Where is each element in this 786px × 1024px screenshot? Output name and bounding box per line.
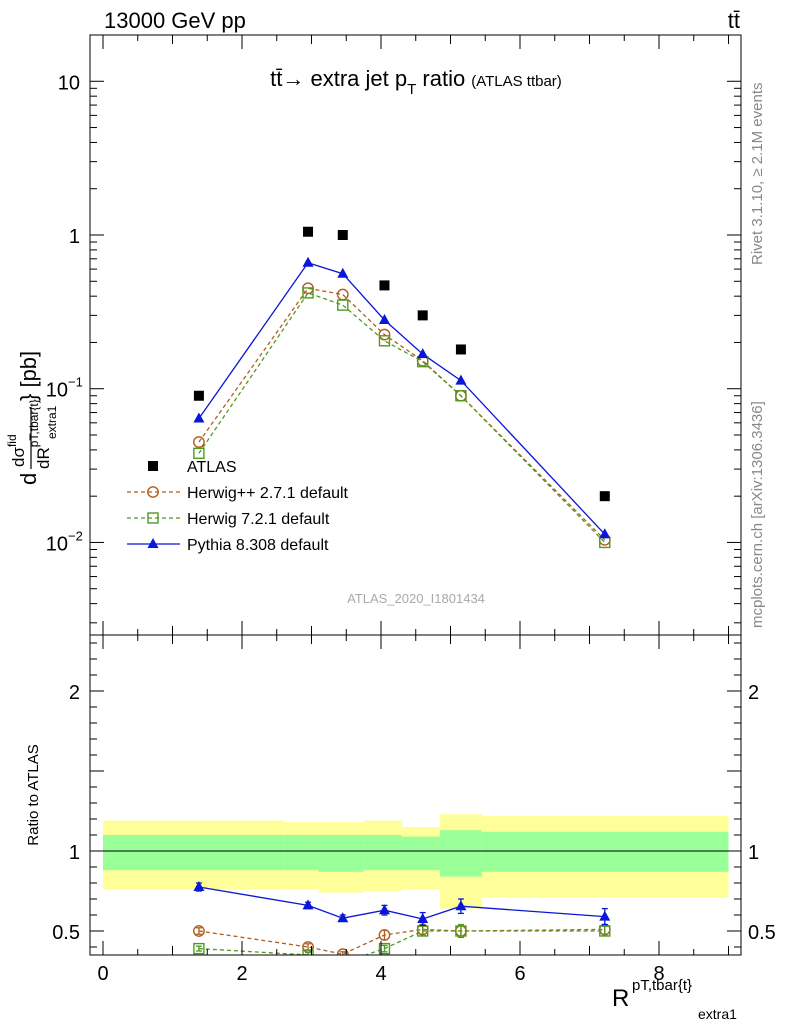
data-point-pythia-8-308-default xyxy=(378,313,390,324)
legend: ATLAS Herwig++ 2.7.1 default Herwig 7.2.1 … xyxy=(127,459,349,554)
analysis-label: ATLAS_2020_I1801434 xyxy=(347,591,485,606)
data-point-atlas xyxy=(417,310,428,321)
ratio-point-pythia-8-308-default xyxy=(378,904,390,915)
svg-text:R: R xyxy=(612,985,629,1012)
series-line-herwig-7-2-1-default xyxy=(198,292,606,543)
data-point-herwig-7-2-1-default xyxy=(302,287,314,299)
header-process-label: tt̄ xyxy=(728,8,740,33)
legend-marker-atlas xyxy=(148,461,158,471)
data-point-pythia-8-308-default xyxy=(302,256,314,267)
plot-title: tt̄→ extra jet pT ratio (ATLAS ttbar) xyxy=(270,66,562,98)
data-point-herwig-7-2-1-default xyxy=(455,390,467,402)
uncertainty-band-stat xyxy=(103,835,284,871)
data-point-atlas xyxy=(455,344,466,355)
uncertainty-band-stat xyxy=(440,830,482,877)
mcplots-label: mcplots.cern.ch [arXiv:1306.3436] xyxy=(749,401,766,628)
uncertainty-band-stat xyxy=(363,835,402,871)
ratio-point-pythia-8-308-default xyxy=(302,899,314,910)
ratio-point-herwig-7-2-1-default xyxy=(338,958,348,968)
ratio-point-herwig-2-7-1-default xyxy=(378,929,391,941)
ratio-plot-frame xyxy=(89,634,742,956)
svg-text:pT,tbar{t}: pT,tbar{t} xyxy=(632,977,692,994)
legend-label-herwig-7-2-1-default: Herwig 7.2.1 default xyxy=(187,511,330,528)
header-energy-label: 13000 GeV pp xyxy=(104,8,246,33)
data-point-atlas xyxy=(337,230,348,240)
ratio-y-tick-label-right: 1 xyxy=(748,842,759,864)
legend-marker-pythia-8-308-default xyxy=(147,538,159,548)
legend-label-pythia-8-308-default: Pythia 8.308 default xyxy=(187,537,329,554)
ratio-plot-panel: 0.5 0.5 1 1 2 2 0 2 4 6 8 Ratio to ATLAS R pT,tba… xyxy=(25,634,776,1022)
data-point-atlas xyxy=(379,280,390,291)
legend-marker-herwig-2-7-1-default xyxy=(147,486,159,498)
data-point-atlas xyxy=(193,390,204,401)
ratio-y-tick-label: 2 xyxy=(69,682,80,704)
ratio-point-pythia-8-308-default xyxy=(417,913,429,923)
ratio-y-tick-label-right: 0.5 xyxy=(748,922,776,944)
ratio-point-pythia-8-308-default xyxy=(599,910,611,921)
ratio-point-herwig-2-7-1-default xyxy=(193,925,205,937)
data-point-atlas xyxy=(303,226,314,237)
x-tick-label: 2 xyxy=(236,963,247,985)
main-y-axis-label: d dσfid dRpT,tbar{t} extra1 } [pb] xyxy=(5,351,59,485)
legend-label-atlas: ATLAS xyxy=(187,459,237,476)
y-tick-label: 1 xyxy=(69,226,80,248)
data-point-herwig-7-2-1-default xyxy=(337,299,349,311)
svg-text:extra1: extra1 xyxy=(45,405,59,439)
ratio-point-herwig-7-2-1-default xyxy=(599,925,611,937)
svg-text:dσfid: dσfid xyxy=(5,434,28,467)
y-tick-label-exponent: −2 xyxy=(68,528,83,543)
uncertainty-band-stat xyxy=(283,835,319,871)
data-point-herwig-2-7-1-default xyxy=(378,328,391,341)
data-point-pythia-8-308-default xyxy=(193,412,205,423)
ratio-y-axis-label: Ratio to ATLAS xyxy=(25,744,42,845)
svg-text:extra1: extra1 xyxy=(698,1006,737,1022)
y-tick-label-exponent: −1 xyxy=(68,375,83,390)
ratio-line-herwig-7-2-1-default xyxy=(198,930,605,955)
data-point-herwig-7-2-1-default xyxy=(193,447,205,460)
legend-marker-herwig-7-2-1-default xyxy=(147,512,159,524)
ratio-point-pythia-8-308-default xyxy=(455,900,467,911)
svg-text:dRpT,tbar{t}: dRpT,tbar{t} xyxy=(27,399,53,469)
data-point-pythia-8-308-default xyxy=(337,267,349,278)
legend-label-herwig-2-7-1-default: Herwig++ 2.7.1 default xyxy=(187,485,349,502)
ratio-y-tick-label: 0.5 xyxy=(52,922,80,944)
x-tick-label: 8 xyxy=(653,963,664,985)
svg-text:} [pb]: } [pb] xyxy=(16,351,41,401)
ratio-line-herwig-2-7-1-default xyxy=(198,928,605,955)
y-tick-label: 10 xyxy=(58,72,80,94)
data-point-herwig-7-2-1-default xyxy=(378,335,391,347)
y-tick-label: 10 xyxy=(46,380,68,402)
data-point-pythia-8-308-default xyxy=(599,528,611,539)
uncertainty-band-stat xyxy=(481,831,729,872)
uncertainty-band-stat xyxy=(318,835,364,872)
ratio-point-pythia-8-308-default xyxy=(337,912,349,923)
ratio-point-pythia-8-308-default xyxy=(193,881,205,891)
data-point-pythia-8-308-default xyxy=(417,348,429,359)
ratio-point-herwig-2-7-1-default xyxy=(336,948,349,955)
ratio-y-tick-label-right: 2 xyxy=(748,682,759,704)
x-tick-label: 0 xyxy=(97,963,108,985)
x-tick-label: 6 xyxy=(514,963,525,985)
y-tick-label: 10 xyxy=(46,533,68,555)
x-tick-label: 4 xyxy=(375,963,386,985)
ratio-point-herwig-7-2-1-default xyxy=(378,942,391,955)
data-point-atlas xyxy=(599,491,610,502)
series-line-herwig-2-7-1-default xyxy=(198,287,606,541)
ratio-y-tick-label: 1 xyxy=(69,842,80,864)
ratio-point-herwig-7-2-1-default xyxy=(455,925,467,937)
ratio-point-herwig-7-2-1-default xyxy=(302,949,314,955)
svg-text:d: d xyxy=(16,473,41,485)
rivet-version-label: Rivet 3.1.10, ≥ 2.1M events xyxy=(749,83,766,266)
data-point-herwig-2-7-1-default xyxy=(193,436,205,448)
ratio-point-herwig-7-2-1-default xyxy=(193,942,205,955)
uncertainty-band-stat xyxy=(401,836,441,871)
data-point-pythia-8-308-default xyxy=(455,374,467,385)
x-axis-label: R pT,tbar{t} extra1 xyxy=(612,977,737,1022)
